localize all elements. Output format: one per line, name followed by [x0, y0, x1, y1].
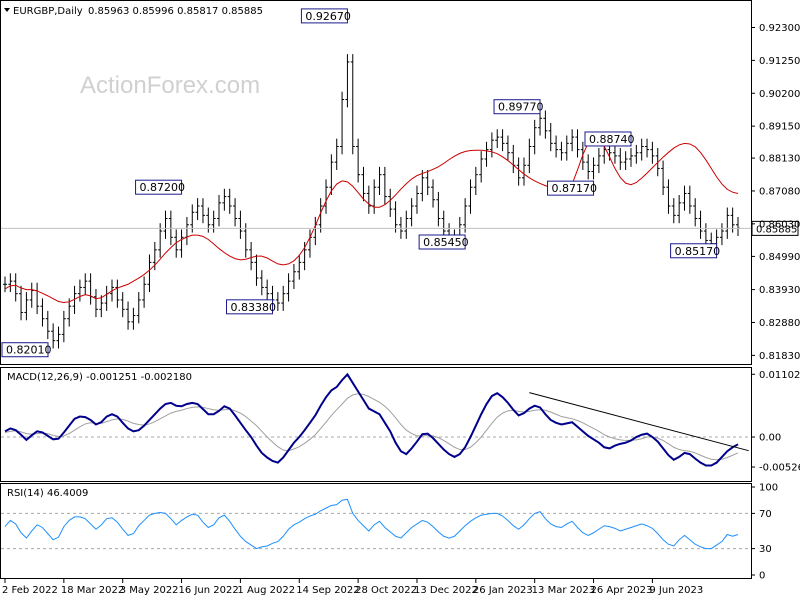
watermark: ActionForex.com — [80, 72, 260, 99]
moving-average-line — [4, 136, 739, 303]
price-tick-label: 0.89150 — [759, 122, 800, 133]
gridlines — [1, 436, 751, 550]
macd-series-layer — [4, 372, 749, 467]
price-annotation: 0.83380 — [226, 299, 277, 315]
x-tick-label: 16 Jun 2022 — [179, 585, 239, 596]
price-tick-label: 0.92300 — [759, 23, 800, 34]
x-tick-label: 3 May 2022 — [120, 585, 179, 596]
price-tick-label: 0.81830 — [759, 351, 800, 362]
macd-signal-line — [4, 393, 739, 461]
price-annotation-box — [135, 179, 183, 195]
rsi-series-layer — [4, 498, 739, 550]
price-panel — [0, 0, 752, 365]
current-price-label: 0.85885 — [756, 224, 797, 235]
price-annotation-text: 0.89770 — [498, 101, 544, 114]
macd-panel — [0, 367, 752, 482]
ohlc-values: 0.85963 0.85996 0.85817 0.85885 — [88, 6, 263, 17]
rsi-tick-label: 0 — [759, 571, 765, 582]
price-labels-layer: 0.92670 0.89770 0.88740 0.87200 0.87170 0.854… — [1, 8, 721, 358]
price-annotation-text: 0.87170 — [552, 182, 598, 195]
price-annotation: 0.82010 — [1, 342, 52, 358]
price-tick-label: 0.86030 — [759, 219, 800, 230]
price-tick-label: 0.90200 — [759, 89, 800, 100]
symbol-dropdown-icon[interactable] — [4, 8, 10, 12]
price-annotation-text: 0.85170 — [675, 245, 721, 258]
macd-tick-label: 0.00 — [759, 433, 781, 444]
rsi-line — [4, 498, 739, 550]
x-tick-label: 28 Oct 2022 — [355, 585, 417, 596]
price-annotation: 0.85170 — [670, 243, 721, 259]
price-annotation-box — [670, 243, 718, 259]
price-annotation: 0.88740 — [584, 131, 635, 147]
price-series-layer: 0.85885 — [1, 54, 799, 349]
current-price-box — [751, 220, 799, 236]
price-tick-label: 0.91250 — [759, 56, 800, 67]
price-annotation-text: 0.87200 — [140, 181, 186, 194]
rsi-panel — [0, 483, 752, 579]
axis-layer: 0.92300 0.91250 0.90200 0.89150 0.88130 0.870… — [2, 23, 800, 596]
price-tick-label: 0.83930 — [759, 285, 800, 296]
x-tick-label: 18 Mar 2022 — [61, 585, 124, 596]
price-annotation-text: 0.82010 — [6, 344, 52, 357]
macd-title: MACD(12,26,9) -0.001251 -0.002180 — [7, 372, 192, 383]
x-tick-label: 26 Jan 2023 — [473, 585, 533, 596]
price-tick-label: 0.82880 — [759, 318, 800, 329]
x-tick-label: 1 Aug 2022 — [237, 585, 295, 596]
price-annotation-text: 0.92670 — [305, 10, 351, 23]
x-tick-label: 2 Feb 2022 — [2, 585, 58, 596]
macd-tick-label: 0.011027 — [759, 370, 800, 381]
x-tick-label: 9 Jun 2023 — [649, 585, 703, 596]
x-tick-label: 14 Sep 2022 — [296, 585, 359, 596]
macd-trendline — [529, 392, 749, 452]
price-annotation-box — [584, 131, 632, 147]
price-annotation-box — [226, 299, 274, 315]
macd-tick-label: -0.005267 — [759, 462, 800, 473]
symbol-title: EURGBP,Daily — [13, 6, 83, 17]
price-annotation: 0.85450 — [418, 234, 469, 250]
macd-line — [4, 372, 739, 467]
rsi-tick-label: 70 — [759, 509, 772, 520]
rsi-tick-label: 100 — [759, 483, 778, 494]
price-annotation-box — [1, 342, 49, 358]
price-annotation-text: 0.85450 — [423, 236, 469, 249]
price-tick-label: 0.84990 — [759, 252, 800, 263]
price-annotation: 0.89770 — [493, 99, 544, 115]
price-annotation: 0.87200 — [135, 179, 186, 195]
rsi-tick-label: 30 — [759, 544, 772, 555]
x-tick-label: 13 Mar 2023 — [532, 585, 595, 596]
price-annotation: 0.92670 — [300, 8, 351, 24]
x-tick-label: 13 Dec 2022 — [414, 585, 478, 596]
price-annotation-text: 0.83380 — [231, 301, 277, 314]
price-annotation-box — [547, 180, 595, 196]
price-annotation-box — [493, 99, 541, 115]
price-tick-label: 0.88130 — [759, 154, 800, 165]
price-annotation-text: 0.88740 — [589, 133, 635, 146]
price-tick-label: 0.87080 — [759, 186, 800, 197]
x-tick-label: 26 Apr 2023 — [591, 585, 653, 596]
price-annotation: 0.87170 — [547, 180, 598, 196]
rsi-title: RSI(14) 46.4009 — [7, 488, 88, 499]
price-annotation-box — [300, 8, 348, 24]
price-annotation-box — [418, 234, 466, 250]
